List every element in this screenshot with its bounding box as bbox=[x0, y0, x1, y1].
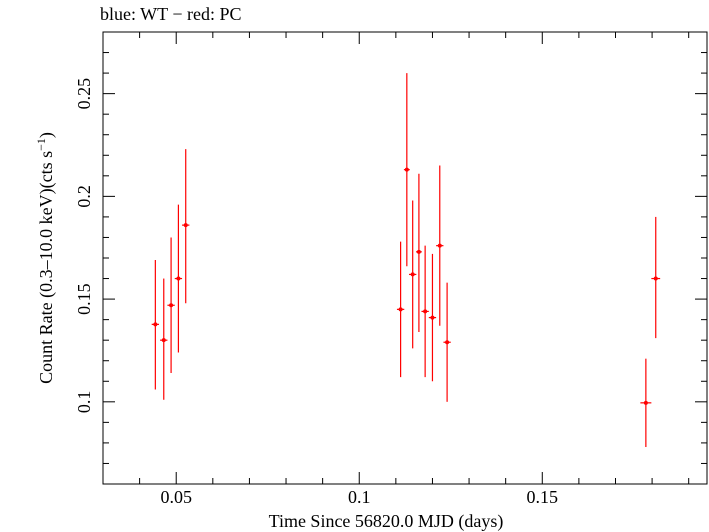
data-point bbox=[640, 358, 652, 448]
y-axis-label-superscript: −1 bbox=[34, 138, 48, 151]
x-axis-label: Time Since 56820.0 MJD (days) bbox=[269, 511, 504, 532]
data-point bbox=[428, 253, 437, 382]
data-marker bbox=[404, 167, 409, 172]
data-points bbox=[151, 73, 661, 448]
data-marker bbox=[423, 309, 428, 314]
data-point bbox=[436, 165, 444, 326]
data-marker bbox=[416, 249, 421, 254]
data-point bbox=[415, 173, 422, 332]
y-axis-label: Count Rate (0.3–10.0 keV)(cts s−1) bbox=[34, 132, 57, 384]
axis-ticks bbox=[102, 31, 707, 485]
data-point bbox=[403, 73, 410, 267]
x-tick-label: 0.1 bbox=[348, 487, 371, 507]
data-marker bbox=[437, 243, 442, 248]
y-tick-label: 0.1 bbox=[74, 391, 94, 414]
data-point bbox=[443, 282, 451, 402]
data-point bbox=[396, 241, 405, 378]
data-point bbox=[182, 149, 190, 304]
data-marker bbox=[398, 307, 403, 312]
chart-title: blue: WT − red: PC bbox=[100, 4, 242, 24]
data-marker bbox=[153, 322, 158, 327]
y-tick-label: 0.2 bbox=[74, 185, 94, 208]
data-point bbox=[651, 216, 661, 339]
data-point bbox=[160, 278, 168, 400]
data-marker bbox=[161, 338, 166, 343]
data-marker bbox=[410, 272, 415, 277]
data-point bbox=[409, 200, 417, 349]
data-marker bbox=[643, 400, 648, 405]
y-axis-label-end: ) bbox=[36, 132, 57, 138]
y-tick-label: 0.15 bbox=[74, 283, 94, 315]
data-marker bbox=[169, 303, 174, 308]
plot-frame bbox=[102, 31, 708, 485]
x-tick-label: 0.05 bbox=[160, 487, 192, 507]
axis-tick-labels: 0.05 0.1 0.15 0.1 0.15 0.2 0.25 bbox=[74, 78, 558, 507]
data-point bbox=[421, 245, 429, 378]
data-point bbox=[151, 260, 160, 390]
data-marker bbox=[653, 276, 658, 281]
data-marker bbox=[183, 223, 188, 228]
x-tick-label: 0.15 bbox=[527, 487, 559, 507]
data-point bbox=[174, 204, 183, 353]
data-marker bbox=[430, 315, 435, 320]
y-tick-label: 0.25 bbox=[74, 78, 94, 110]
data-marker bbox=[176, 276, 181, 281]
y-axis-label-main: Count Rate (0.3–10.0 keV)(cts s bbox=[36, 151, 57, 384]
data-marker bbox=[445, 340, 450, 345]
data-point bbox=[167, 237, 175, 374]
